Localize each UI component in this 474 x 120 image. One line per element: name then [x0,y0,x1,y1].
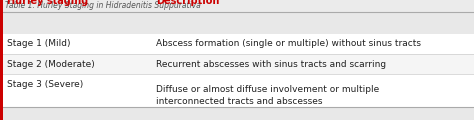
Text: Abscess formation (single or multiple) without sinus tracts: Abscess formation (single or multiple) w… [156,39,421,48]
Text: Hurley staging: Hurley staging [7,0,88,6]
Text: Stage 1 (Mild): Stage 1 (Mild) [7,39,71,48]
Bar [0,0,474,12]
Text: Stage 2 (Moderate): Stage 2 (Moderate) [7,60,95,69]
Text: Table 1. Hurley Staging in Hidradenitis Suppurativa: Table 1. Hurley Staging in Hidradenitis … [5,2,201,11]
Bar [0,0,474,12]
Text: Stage 3 (Severe): Stage 3 (Severe) [7,80,83,89]
Text: Diffuse or almost diffuse involvement or multiple
interconnected tracts and absc: Diffuse or almost diffuse involvement or… [156,85,380,106]
Bar [0,34,474,54]
Bar [0,0,3,120]
Text: Recurrent abscesses with sinus tracts and scarring: Recurrent abscesses with sinus tracts an… [156,60,386,69]
Bar [0,74,474,107]
Text: Description: Description [156,0,220,6]
Bar [0,54,474,74]
